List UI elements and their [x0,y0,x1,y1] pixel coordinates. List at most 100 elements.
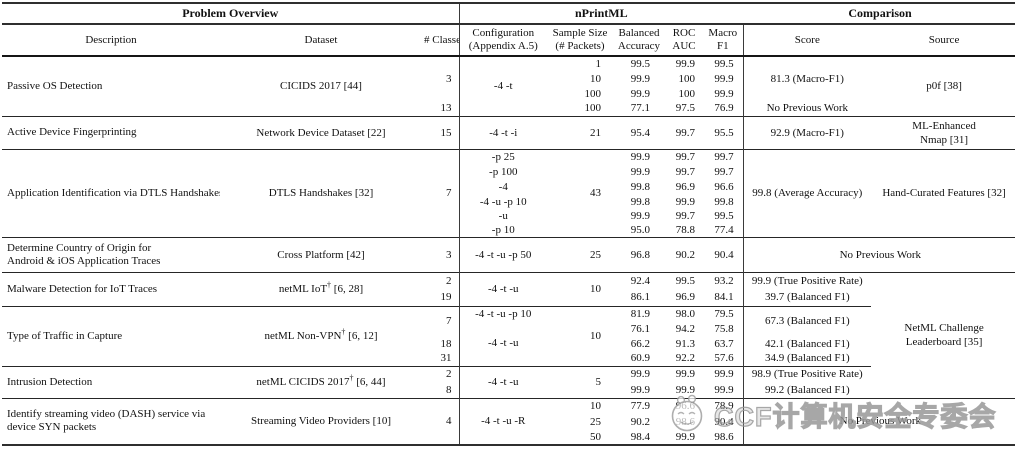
classes-cell: 7 [422,148,460,237]
balanced-accuracy-cell: 99.9 [613,365,665,382]
macro-f1-cell: 99.9 [703,71,744,86]
roc-auc-cell: 98.0 [665,305,703,321]
score-cell: 99.9 (True Positive Rate) [743,271,872,289]
roc-auc-cell: 99.5 [665,271,703,289]
table-row: Passive OS Detection CICIDS 2017 [44] 3 … [2,56,1015,101]
dataset-cell: netML Non-VPN† [6, 12] [220,305,422,366]
roc-auc-cell: 99.7 [665,148,703,164]
balanced-accuracy-cell: 99.8 [630,180,650,193]
table-row: 13 100 77.1 97.5 76.9 No Previous Work [2,101,1015,116]
config-cell: -4 [498,180,508,193]
description-cell: Intrusion Detection [2,365,220,398]
macro-f1-cell: 99.7 [703,148,744,164]
roc-auc-cell: 99.7 [675,210,695,222]
classes-cell: 7 [422,305,460,336]
source-cell: p0f [38] [926,80,962,93]
balanced-accuracy-cell: 77.1 [630,102,650,115]
roc-auc-cell: 94.2 [675,322,695,335]
score-cell: 99.2 (Balanced F1) [765,383,850,396]
roc-auc-cell: 100 [678,72,696,85]
config-cell: -4 -u -p 10 [479,195,527,208]
balanced-accuracy-cell: 90.2 [630,416,650,428]
roc-auc-cell: 91.3 [675,337,695,350]
table-row: -p 100 99.9 99.7 99.7 [2,164,1015,179]
classes-cell: 2 [422,365,460,382]
classes-cell: 31 [422,351,460,366]
sample-size-cell: 50 [590,431,601,443]
macro-f1-cell: 95.5 [703,115,744,149]
table-row: Intrusion Detection netML CICIDS 2017† [… [2,365,1015,398]
macro-f1-cell: 57.6 [703,351,744,366]
macro-f1-cell: 79.5 [703,305,744,321]
roc-auc-cell: 99.7 [665,115,703,149]
balanced-accuracy-cell: 86.1 [630,291,650,304]
config-cell: -4 -t -u [459,271,547,306]
balanced-accuracy-cell: 98.4 [630,431,650,443]
score-cell: 99.8 (Average Accuracy) [743,148,872,237]
col-header-configuration: Configuration (Appendix A.5) [459,24,547,57]
balanced-accuracy-cell: 99.8 [630,195,650,208]
macro-f1-cell: 90.4 [703,414,744,430]
dataset-cell: Cross Platform [42] [220,236,422,272]
macro-f1-cell: 99.7 [703,164,744,179]
table-row: -4 -t -u 76.1 94.2 75.8 [2,321,1015,349]
group-header-row: Problem Overview nPrintML Comparison [2,2,1015,25]
config-cell: -4 -t -u -p 10 [459,305,547,321]
config-cell: -4 -t -u [459,365,547,398]
dataset-cell: CICIDS 2017 [44] [280,80,362,93]
description-cell: Malware Detection for IoT Traces [2,271,220,306]
sample-size-cell: 5 [547,365,613,398]
col-header-dataset: Dataset [220,24,422,57]
col-header-balanced-accuracy: Balanced Accuracy [613,24,665,57]
table-row: -p 10 95.0 78.8 77.4 [2,223,1015,237]
sample-size-cell: 25 [547,236,613,272]
macro-f1-cell: 78.9 [703,397,744,414]
macro-f1-cell: 99.9 [703,86,744,101]
config-cell: -u [498,210,508,222]
macro-f1-cell: 93.2 [703,271,744,289]
col-header-source: Source [871,24,1015,57]
classes-cell: 13 [422,101,460,116]
roc-auc-cell: 100 [678,87,696,100]
balanced-accuracy-cell: 77.9 [613,397,665,414]
score-cell: 39.7 (Balanced F1) [765,291,850,304]
balanced-accuracy-cell: 95.0 [630,223,650,236]
roc-auc-cell: 96.9 [675,291,695,304]
table-row: Application Identification via DTLS Hand… [2,148,1015,237]
macro-f1-cell: 84.1 [703,289,744,306]
comparison-cell: No Previous Work [743,236,1015,272]
score-cell: 81.3 (Macro-F1) [770,73,844,85]
roc-auc-cell: 98.6 [675,416,695,428]
macro-f1-cell: 75.8 [703,321,744,336]
col-header-sample-size: Sample Size (# Packets) [547,24,613,57]
roc-auc-cell: 99.9 [675,383,695,396]
table-row: Active Device Fingerprinting Network Dev… [2,115,1015,149]
roc-auc-cell: 99.9 [665,365,703,382]
macro-f1-cell: 99.8 [703,194,744,209]
classes-cell: 3 [422,56,460,101]
dataset-cell: DTLS Handshakes [32] [220,148,422,237]
balanced-accuracy-cell: 99.9 [630,72,650,85]
balanced-accuracy-cell: 60.9 [630,352,650,365]
table-row: Type of Traffic in Capture netML Non-VPN… [2,305,1015,366]
classes-cell: 3 [422,236,460,272]
balanced-accuracy-cell: 99.9 [630,210,650,222]
roc-auc-cell: 92.2 [675,352,695,365]
classes-cell: 19 [422,289,460,306]
balanced-accuracy-cell: 66.2 [630,337,650,350]
roc-auc-cell: 90.2 [665,236,703,272]
dataset-cell: Network Device Dataset [22] [220,115,422,149]
dataset-cell: Streaming Video Providers [10] [220,397,422,445]
config-cell: -4 -t -i [459,115,547,149]
macro-f1-cell: 99.9 [703,382,744,398]
balanced-accuracy-cell: 76.1 [630,322,650,335]
col-header-score: Score [743,24,872,57]
col-header-macro-f1: Macro F1 [703,24,744,57]
classes-cell: 4 [422,397,460,445]
sample-size-cell: 1 [595,58,602,70]
roc-auc-cell: 99.9 [675,195,695,208]
roc-auc-cell: 99.9 [675,58,695,70]
sample-size-cell: 25 [590,416,601,428]
classes-cell: 18 [422,336,460,351]
comparison-cell: No Previous Work [743,397,1015,445]
